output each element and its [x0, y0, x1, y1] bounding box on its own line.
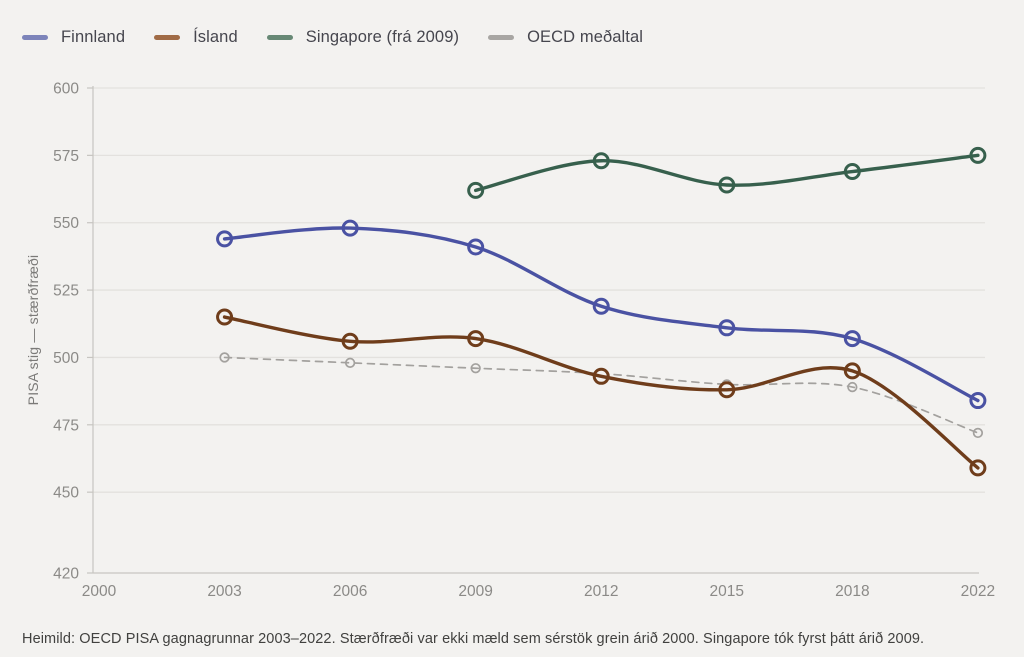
x-tick-label: 2022 [961, 583, 995, 600]
x-tick-label: 2000 [82, 583, 117, 600]
finnland-line-swatch [22, 35, 48, 40]
oecd-data-point [470, 363, 481, 374]
oecd-marker-mask [973, 428, 983, 438]
singapore-data-point [718, 176, 736, 194]
y-tick-label: 575 [53, 148, 79, 165]
island-data-point [592, 367, 610, 385]
legend-label: OECD meðaltal [527, 28, 644, 46]
oecd-marker-mask [345, 358, 355, 368]
singapore-line [473, 153, 980, 193]
legend: Finnland Ísland Singapore (frá 2009) OEC… [22, 28, 643, 47]
finnland-line [222, 226, 980, 403]
x-tick-label: 2003 [207, 583, 241, 600]
legend-item-island[interactable]: Ísland [154, 28, 238, 47]
legend-item-oecd[interactable]: OECD meðaltal [488, 28, 643, 47]
island-data-point [216, 308, 234, 326]
y-axis-title: PISA stig — stærðfræði [25, 254, 41, 406]
singapore-line-swatch [266, 35, 293, 40]
source-caption: Heimild: OECD PISA gagnagrunnar 2003–202… [22, 631, 925, 647]
singapore-data-point [843, 163, 861, 181]
x-tick-label: 2012 [584, 583, 618, 600]
y-tick-label: 550 [53, 215, 79, 232]
oecd-data-point [972, 427, 984, 439]
singapore-data-point [592, 152, 610, 170]
finnland-data-point [216, 230, 234, 248]
island-data-point [341, 332, 359, 350]
y-tick-label: 525 [53, 283, 79, 300]
x-tick-label: 2015 [710, 583, 744, 600]
y-tick-label: 450 [53, 485, 79, 502]
finnland-data-point [467, 238, 485, 256]
x-tick-label: 2018 [835, 583, 869, 600]
finnland-data-point [341, 219, 359, 237]
island-data-point [718, 381, 736, 399]
finnland-data-point [718, 319, 736, 337]
y-tick-label: 500 [53, 350, 79, 367]
island-data-point [969, 459, 987, 477]
singapore-data-point [969, 146, 987, 164]
finnland-data-point [969, 392, 987, 410]
oecd-data-point [219, 352, 230, 363]
oecd-data-point [344, 357, 356, 368]
legend-item-finnland[interactable]: Finnland [22, 28, 125, 47]
y-tick-label: 420 [53, 566, 79, 583]
oecd-data-point [847, 381, 858, 393]
island-line [222, 315, 980, 470]
legend-item-singapore[interactable]: Singapore (frá 2009) [266, 28, 460, 47]
finnland-data-point [592, 297, 610, 315]
finnland-data-point [843, 330, 861, 348]
island-data-point [843, 362, 861, 380]
legend-label: Ísland [193, 28, 238, 46]
legend-label: Singapore (frá 2009) [305, 28, 460, 46]
x-tick-label: 2009 [458, 583, 492, 600]
y-tick-label: 475 [53, 417, 79, 434]
legend-label: Finnland [61, 28, 126, 46]
oecd-line-swatch [488, 35, 515, 40]
singapore-data-point [467, 181, 485, 199]
island-data-point [467, 330, 485, 348]
y-tick-label: 600 [53, 81, 79, 98]
island-line-swatch [154, 35, 181, 40]
x-tick-label: 2006 [333, 583, 367, 600]
